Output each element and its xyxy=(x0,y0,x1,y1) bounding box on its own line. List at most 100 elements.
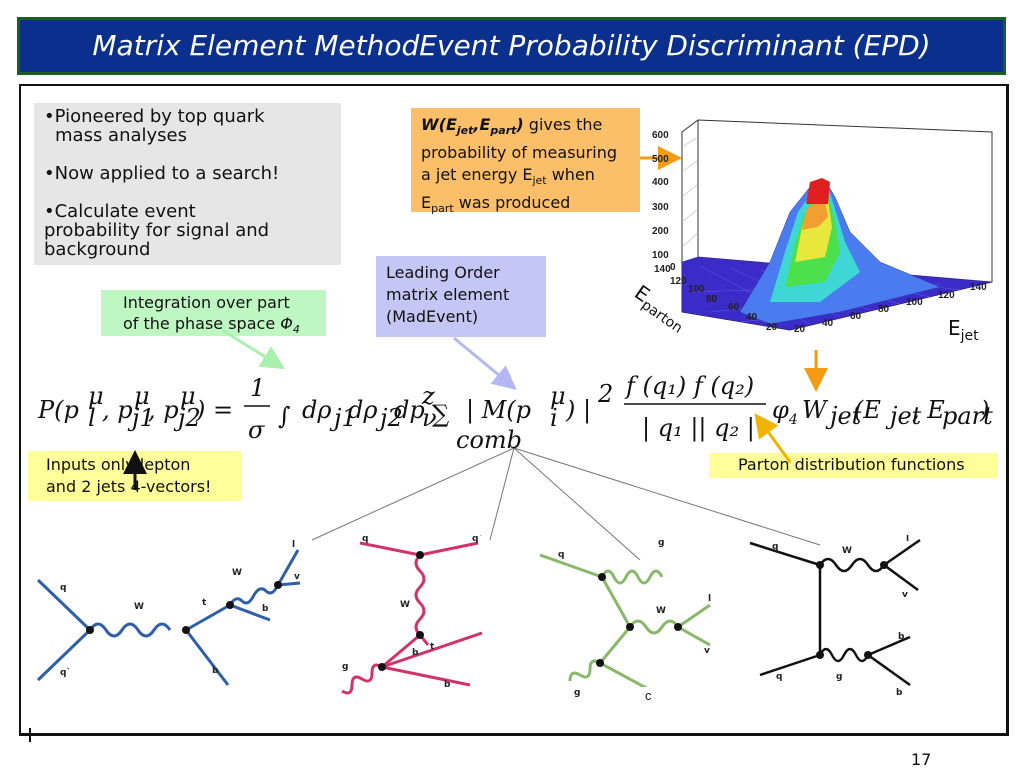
w-sub-part: part xyxy=(490,124,517,138)
w-text4a: E xyxy=(421,193,432,213)
d4-label-w: W xyxy=(842,546,852,556)
eq-mu-3: μ xyxy=(180,382,196,410)
eq-integral: ∫ xyxy=(278,402,291,430)
d4-label-q: q xyxy=(772,542,778,552)
y-tick-labels: 600 500 400 300 200 100 0 xyxy=(652,130,676,273)
diagram-3 xyxy=(539,553,711,692)
d4-label-g: g xyxy=(836,672,842,682)
eq-sub-drho-j2: j2 xyxy=(375,404,403,432)
title-bar: Matrix Element MethodEvent Probability D… xyxy=(17,17,1006,75)
d3-label-g: g xyxy=(658,538,664,548)
diagram-3-vertices xyxy=(596,573,682,667)
right-tick-100: 100 xyxy=(906,297,923,308)
pdf-text: Parton distribution functions xyxy=(738,455,965,474)
d2-label-bbar: b xyxy=(444,680,451,690)
d1-label-w: W xyxy=(134,602,144,612)
left-tick-20: 20 xyxy=(766,322,778,333)
y-tick-300: 300 xyxy=(652,202,669,213)
diagram-2 xyxy=(341,541,483,695)
axis-label-jet: Ejet xyxy=(948,316,979,344)
d4-label-l: l xyxy=(906,535,909,544)
d2-label-q: q xyxy=(362,535,368,544)
axis-jet-sub: jet xyxy=(960,328,979,344)
plot-grid xyxy=(681,136,699,273)
y-tick-600: 600 xyxy=(652,130,669,141)
connector-3 xyxy=(513,447,641,561)
w-comma: ,E xyxy=(473,115,491,134)
right-axis-tick-labels: 20 40 60 80 100 120 140 xyxy=(794,282,987,335)
left-tick-60: 60 xyxy=(728,302,740,313)
d2-label-w: W xyxy=(400,600,410,610)
bullet-3: •Calculate event probability for signal … xyxy=(44,202,269,259)
right-tick-40: 40 xyxy=(822,318,834,329)
d3-label-v: v xyxy=(704,646,710,656)
left-axis-tick-labels: 140 120 100 80 60 40 20 xyxy=(654,264,778,333)
slide-title: Matrix Element MethodEvent Probability D… xyxy=(92,29,931,62)
eq-sub-i: i xyxy=(550,404,558,432)
y-tick-400: 400 xyxy=(652,177,669,188)
w-text3a: a jet energy E xyxy=(421,165,533,185)
eq-sub-j2: j2 xyxy=(173,404,201,432)
int-line2: of the phase space xyxy=(123,314,281,333)
d2-label-qbar: q` xyxy=(472,535,483,544)
d1-label-b: b xyxy=(262,604,269,614)
d3-label-l: l xyxy=(708,594,711,604)
arrow-leading-order xyxy=(453,336,517,390)
diagram-2-vertices xyxy=(378,551,424,671)
arrow-integration xyxy=(221,328,286,370)
arrow-pdf xyxy=(754,413,792,463)
w-close: ) xyxy=(516,115,524,134)
left-tick-80: 80 xyxy=(706,294,718,305)
eq-sup-z: z xyxy=(421,382,435,410)
d3-label-g2: g xyxy=(574,688,580,698)
input-line2: and 2 jets 4-vectors! xyxy=(46,477,212,496)
input-line1: Inputs only lepton xyxy=(46,455,191,474)
connector-4 xyxy=(513,447,821,546)
right-tick-140: 140 xyxy=(970,282,987,293)
bullet-box: •Pioneered by top quark mass analyses •N… xyxy=(34,103,341,265)
right-tick-20: 20 xyxy=(794,324,806,335)
eq-sigma: σ xyxy=(248,416,265,444)
int-line1: Integration over part xyxy=(123,293,290,312)
w-func: W(E xyxy=(421,115,457,134)
y-tick-200: 200 xyxy=(652,226,669,237)
eq-drho-2: dρ xyxy=(348,396,377,424)
y-tick-0: 0 xyxy=(670,262,676,273)
eq-sq: 2 xyxy=(597,380,613,408)
w-text2: probability of measuring xyxy=(421,143,617,163)
left-tick-100: 100 xyxy=(688,284,705,295)
lo-line1: Leading Order xyxy=(386,263,500,282)
w-text3b: when xyxy=(546,165,595,185)
eq-close: ) xyxy=(979,396,989,424)
d4-label-b2: b xyxy=(896,688,903,698)
bullet-1-line2: mass analyses xyxy=(55,125,187,146)
axis-jet-e: E xyxy=(948,316,961,340)
lo-line3: (MadEvent) xyxy=(386,307,479,326)
left-tick-40: 40 xyxy=(746,312,758,323)
diagram-1-vertices xyxy=(86,581,282,634)
d1-label-w2: W xyxy=(232,568,242,578)
d2-label-b: b xyxy=(412,648,419,658)
bullet-1: •Pioneered by top quark mass analyses xyxy=(44,107,265,145)
d3-label-q: q xyxy=(558,550,564,560)
eq-equals: ) = xyxy=(195,396,233,424)
right-tick-80: 80 xyxy=(878,304,890,315)
d1-label-l: l xyxy=(292,540,295,550)
transfer-function-box: W(Ejet,Epart) gives the probability of m… xyxy=(411,108,640,216)
leading-order-box: Leading Order matrix element (MadEvent) xyxy=(376,256,546,337)
bullet-3-line2: probability for signal and xyxy=(44,220,270,241)
feynman-diagrams: q q` W t W l v b b q q` W b t g b q g xyxy=(36,535,921,703)
eq-phi4: φ4 xyxy=(772,396,798,428)
d3-label-c: c xyxy=(645,688,652,703)
eq-w: W xyxy=(802,396,829,424)
lo-line2: matrix element xyxy=(386,285,510,304)
y-tick-500: 500 xyxy=(652,154,669,165)
lego-plot: 600 500 400 300 200 100 0 140 120 100 80… xyxy=(652,119,993,335)
eq-one: 1 xyxy=(250,374,265,402)
bullet-1-line1: •Pioneered by top quark xyxy=(44,106,265,127)
eq-e-open: (E xyxy=(854,396,881,424)
ridge-red xyxy=(806,178,830,204)
d4-label-b: b xyxy=(898,632,905,642)
eq-pdf-den: | q₁ || q₂ | xyxy=(642,414,755,443)
d1-label-q: q xyxy=(60,583,66,593)
